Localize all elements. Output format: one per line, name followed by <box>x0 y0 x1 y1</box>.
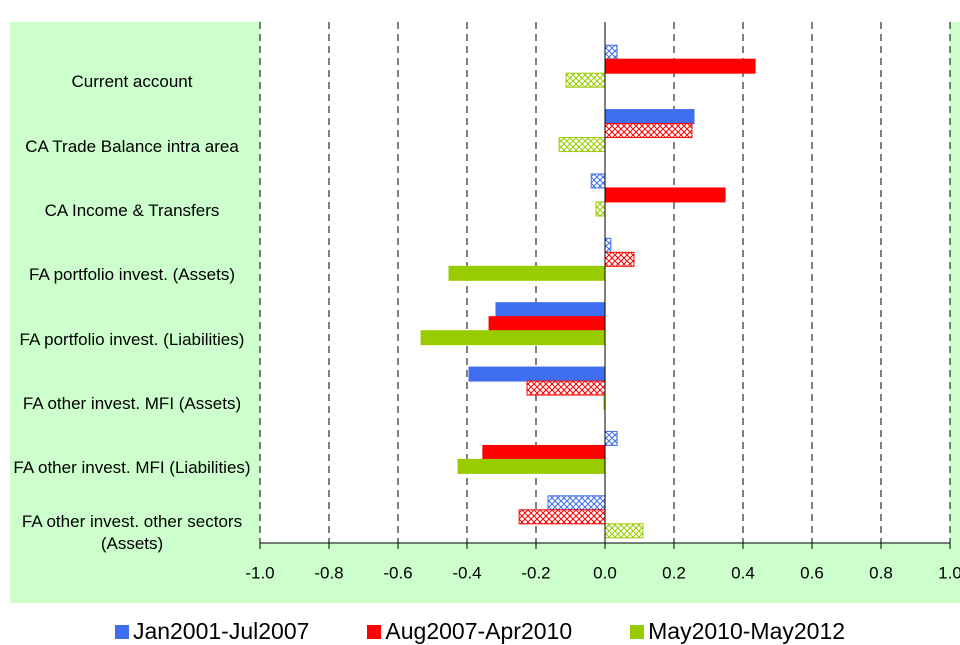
y-tick-label: CA Income & Transfers <box>44 200 220 220</box>
bar <box>604 237 612 253</box>
x-tick-label: -0.4 <box>452 563 481 582</box>
y-tick-label: CA Trade Balance intra area <box>25 136 239 156</box>
bar <box>604 123 693 139</box>
bar <box>457 458 606 474</box>
bar <box>420 330 606 346</box>
bar <box>604 109 695 125</box>
y-tick-label: FA other invest. MFI (Assets) <box>22 394 242 414</box>
bar <box>604 430 618 446</box>
bar <box>482 444 606 460</box>
bar <box>488 316 606 332</box>
x-tick-label: -0.8 <box>314 563 343 582</box>
x-tick-label: 0.0 <box>593 563 617 582</box>
x-tick-label: 0.8 <box>869 563 893 582</box>
legend-swatch <box>367 624 382 639</box>
x-tick-label: 1.0 <box>938 563 960 582</box>
bar <box>518 509 606 525</box>
bar <box>604 44 618 60</box>
y-tick-label: FA other invest. MFI (Liabilities) <box>13 458 251 478</box>
bar <box>604 251 635 267</box>
y-tick-label: FA portfolio invest. (Assets) <box>29 265 235 285</box>
x-tick-label: -1.0 <box>245 563 274 582</box>
x-tick-label: 0.6 <box>800 563 824 582</box>
legend-label: Jan2001-Jul2007 <box>132 618 310 644</box>
legend-item: May2010-May2012 <box>630 618 845 645</box>
bar <box>468 366 606 382</box>
legend-swatch <box>114 624 129 639</box>
bar <box>547 495 606 511</box>
bar <box>595 201 606 217</box>
bar <box>590 173 606 189</box>
bar <box>604 58 756 74</box>
x-tick-label: 0.4 <box>731 563 755 582</box>
legend-swatch <box>630 624 645 639</box>
x-tick-label: -0.6 <box>383 563 412 582</box>
legend: Jan2001-Jul2007 Aug2007-Apr2010 May2010-Ma… <box>0 618 960 645</box>
bar <box>448 265 606 281</box>
bar <box>604 187 726 203</box>
y-tick-label: FA other invest. other sectors (Assets) <box>21 511 243 553</box>
legend-label: May2010-May2012 <box>648 618 846 644</box>
bar <box>526 380 606 396</box>
x-tick-label: -0.2 <box>521 563 550 582</box>
bar <box>495 302 606 318</box>
bar <box>565 72 606 88</box>
x-tick-label: 0.2 <box>662 563 686 582</box>
y-tick-label: FA portfolio invest. (Liabilities) <box>19 329 245 349</box>
legend-label: Aug2007-Apr2010 <box>385 618 573 644</box>
legend-item: Aug2007-Apr2010 <box>367 618 572 645</box>
bar <box>558 137 606 153</box>
legend-item: Jan2001-Jul2007 <box>114 618 310 645</box>
bar <box>604 523 644 539</box>
y-tick-label: Current account <box>71 72 193 92</box>
